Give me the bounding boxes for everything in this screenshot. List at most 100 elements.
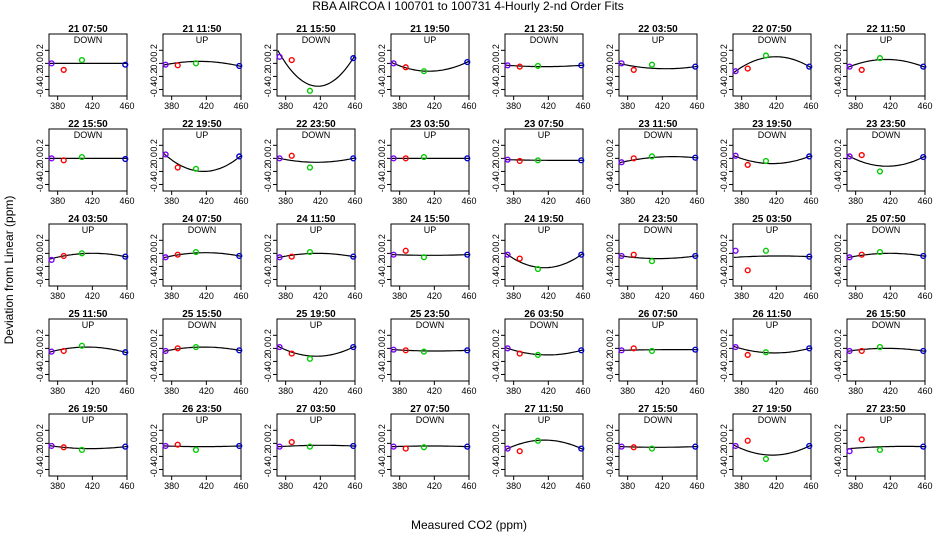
panel-mode-label: DOWN — [872, 320, 901, 330]
y-tick-label: 0.0 — [149, 247, 159, 260]
y-tick-label: 0.0 — [263, 57, 273, 70]
x-tick-label: 380 — [848, 101, 863, 111]
data-point — [306, 164, 314, 171]
x-tick-label: 460 — [347, 101, 362, 111]
data-point — [876, 168, 884, 175]
x-tick-label: 420 — [541, 196, 556, 206]
x-tick-label: 380 — [506, 196, 521, 206]
x-tick-label: 460 — [347, 196, 362, 206]
x-tick-label: 420 — [883, 101, 898, 111]
x-tick-label: 420 — [427, 291, 442, 301]
y-tick-label: 0.0 — [149, 342, 159, 355]
x-tick-label: 380 — [392, 101, 407, 111]
data-point — [420, 254, 428, 261]
fit-curve — [49, 252, 128, 260]
panel-mode-label: DOWN — [416, 415, 445, 425]
panel-title: 25 11:50 — [69, 309, 108, 320]
fit-curve — [505, 159, 583, 161]
fit-curve — [391, 254, 470, 256]
y-tick-label: -0.2 — [149, 164, 159, 180]
data-point — [920, 252, 927, 260]
y-tick-label: -0.2 — [605, 69, 615, 85]
y-tick-label: -0.4 — [263, 82, 273, 98]
data-point — [276, 343, 283, 351]
x-tick-label: 460 — [461, 196, 476, 206]
data-point — [390, 346, 397, 353]
y-tick-label: -0.4 — [833, 177, 843, 193]
data-point — [618, 443, 625, 450]
fit-curve — [391, 349, 470, 352]
x-tick-label: 460 — [233, 101, 248, 111]
x-tick-label: 420 — [313, 386, 328, 396]
x-tick-label: 460 — [461, 481, 476, 491]
y-tick-label: -0.4 — [149, 177, 159, 193]
x-tick-label: 380 — [392, 481, 407, 491]
fit-curve — [277, 252, 356, 259]
y-tick-label: -0.4 — [377, 82, 387, 98]
data-point — [236, 442, 243, 450]
data-point — [806, 442, 813, 450]
x-tick-label: 380 — [620, 101, 635, 111]
x-axis-label: Measured CO2 (ppm) — [411, 518, 527, 532]
data-point — [60, 347, 67, 355]
y-tick-label: 0.0 — [605, 57, 615, 70]
y-tick-label: 0.0 — [719, 437, 729, 450]
data-point — [534, 351, 542, 358]
panel-title: 25 19:50 — [296, 309, 336, 320]
data-point — [630, 66, 637, 73]
y-tick-label: -0.2 — [377, 449, 387, 465]
fit-curve — [733, 345, 812, 354]
y-tick-label: -0.2 — [35, 259, 45, 275]
data-point — [648, 445, 656, 452]
x-tick-label: 380 — [164, 196, 179, 206]
x-tick-label: 460 — [689, 291, 704, 301]
y-tick-label: -0.2 — [491, 259, 501, 275]
panel-mode-label: UP — [538, 225, 551, 235]
y-tick-label: -0.4 — [719, 462, 729, 478]
panel-title: 27 11:50 — [525, 404, 564, 415]
y-tick-label: -0.2 — [833, 354, 843, 370]
panel-title: 21 07:50 — [68, 24, 108, 35]
data-point — [762, 349, 770, 356]
panel-mode-label: DOWN — [188, 225, 217, 235]
y-tick-label: -0.2 — [605, 354, 615, 370]
x-tick-label: 380 — [848, 196, 863, 206]
y-tick-label: -0.2 — [149, 259, 159, 275]
panel-title: 23 03:50 — [410, 119, 450, 130]
y-tick-label: 0.0 — [605, 152, 615, 165]
panel-title: 26 11:50 — [753, 309, 792, 320]
data-point — [420, 68, 428, 75]
data-point — [390, 251, 397, 258]
data-point — [516, 350, 523, 357]
panel-mode-label: UP — [196, 35, 209, 45]
y-tick-label: 0.0 — [605, 437, 615, 450]
data-point — [618, 252, 625, 260]
data-point — [236, 62, 243, 70]
x-tick-label: 460 — [575, 386, 590, 396]
panel-mode-label: DOWN — [416, 320, 445, 330]
x-tick-label: 380 — [50, 481, 65, 491]
y-tick-label: 0.2 — [491, 44, 501, 57]
fit-curve — [847, 445, 926, 450]
data-point — [618, 347, 625, 354]
data-point — [920, 443, 927, 450]
data-point — [276, 443, 283, 450]
y-tick-label: 0.2 — [149, 424, 159, 437]
y-tick-label: 0.0 — [263, 152, 273, 165]
x-tick-label: 460 — [119, 101, 134, 111]
data-point — [78, 446, 86, 453]
x-tick-label: 460 — [461, 291, 476, 301]
panel-mode-label: DOWN — [530, 35, 559, 45]
data-point — [192, 343, 200, 351]
y-tick-label: 0.2 — [605, 234, 615, 247]
fit-curve — [847, 252, 926, 259]
data-point — [288, 350, 295, 357]
panel-mode-label: DOWN — [74, 35, 103, 45]
data-point — [806, 63, 813, 70]
